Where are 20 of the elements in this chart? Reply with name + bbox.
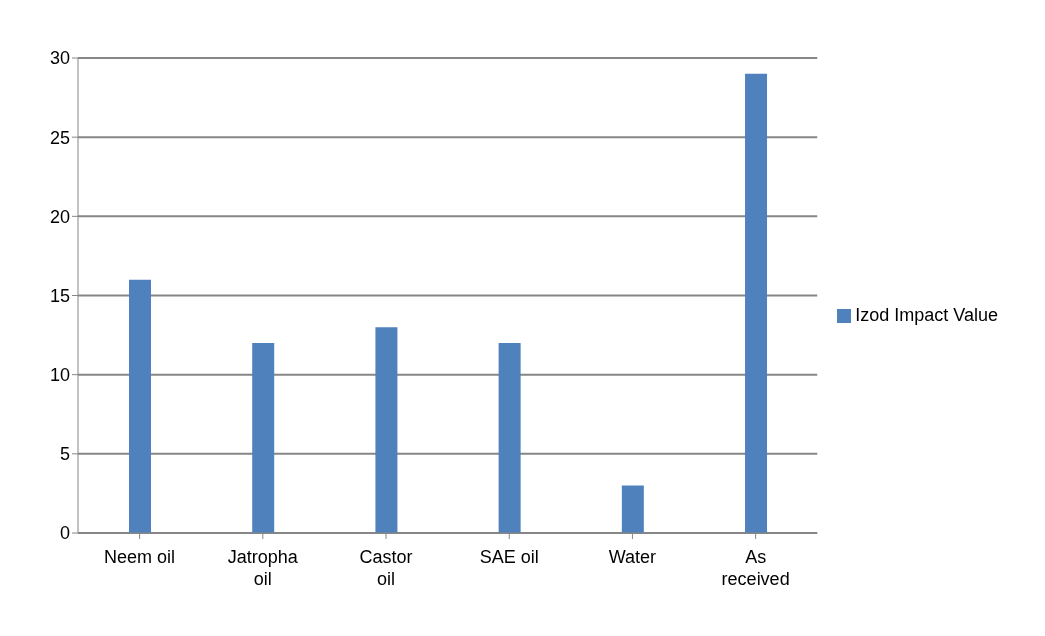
y-tick-label: 10 <box>49 365 70 386</box>
bar <box>621 485 644 533</box>
x-tick-label: SAE oil <box>479 547 539 568</box>
y-tick-label: 25 <box>49 127 70 148</box>
bar <box>129 279 151 533</box>
bar <box>252 343 275 533</box>
legend-label: Izod Impact Value <box>855 305 998 325</box>
bar <box>745 73 768 533</box>
y-tick-label: 30 <box>49 48 70 69</box>
x-tick-label: Water <box>608 547 657 568</box>
y-tick-label: 5 <box>59 444 70 465</box>
x-tick-label: Jatropha oil <box>227 547 299 589</box>
bar <box>498 343 521 533</box>
x-tick-label: As received <box>721 547 790 589</box>
x-tick-label: Castor oil <box>359 547 413 589</box>
y-tick-label: 15 <box>49 285 70 306</box>
x-tick-label: Neem oil <box>104 547 176 568</box>
y-tick-label: 20 <box>49 206 70 227</box>
bar <box>375 327 398 533</box>
y-tick-label: 0 <box>59 523 70 544</box>
